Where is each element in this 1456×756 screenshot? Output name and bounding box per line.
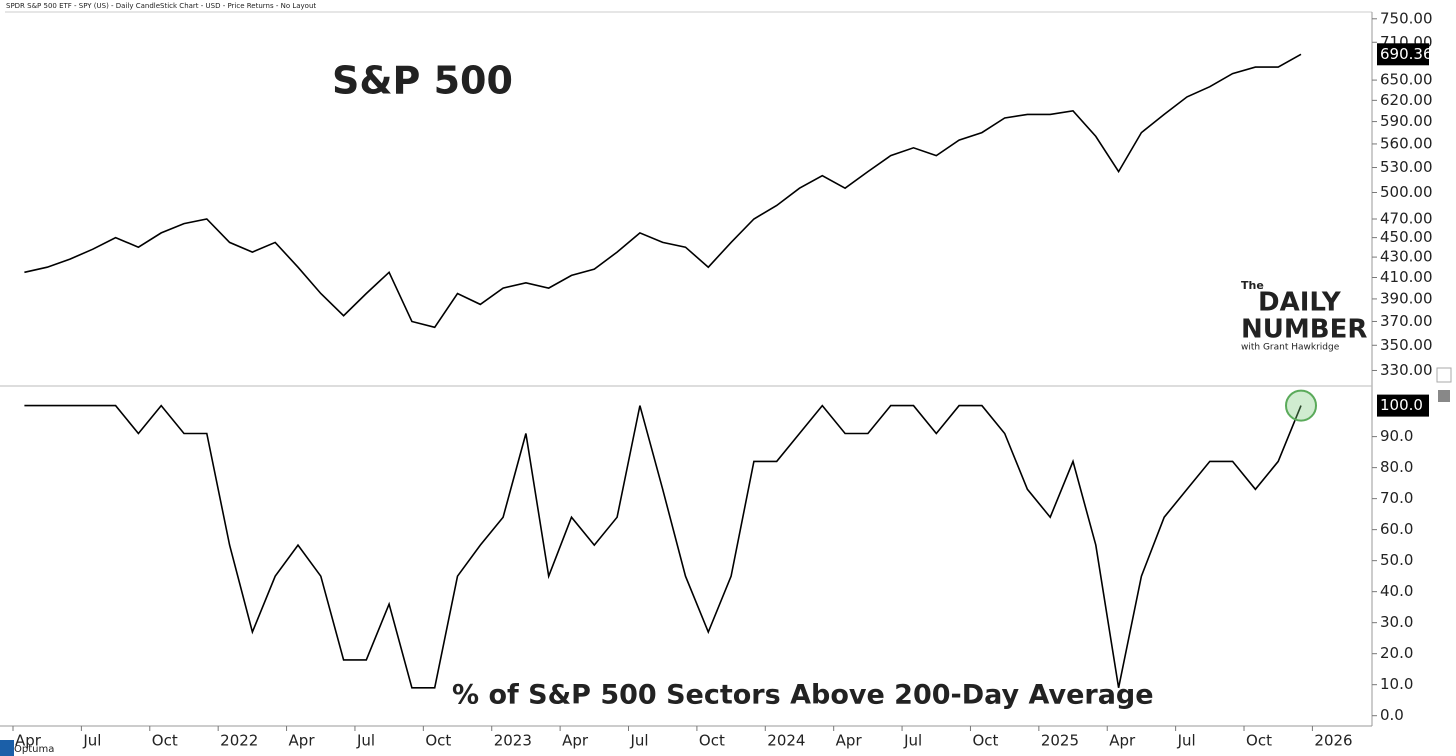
x-tick-label: 2024 (767, 732, 805, 750)
y-tick-label: 470.00 (1380, 209, 1433, 227)
y-tick-label: 50.0 (1380, 551, 1413, 569)
y-tick-label: 70.0 (1380, 489, 1413, 507)
y-tick-label: 330.00 (1380, 361, 1433, 379)
series-line (24, 404, 1302, 689)
highlight-circle (1285, 389, 1318, 422)
y-tick-label: 80.0 (1380, 458, 1413, 476)
x-tick-label: 2022 (220, 732, 258, 750)
series-line (24, 53, 1302, 329)
logo: The DAILY NUMBER with Grant Hawkridge (1241, 279, 1367, 353)
last-value-label: 100.0 (1380, 396, 1423, 414)
y-tick-label: 450.00 (1380, 228, 1433, 246)
header: SPDR S&P 500 ETF - SPY (US) - Daily Cand… (6, 2, 316, 10)
y-tick-label: 560.00 (1380, 134, 1433, 152)
y-tick-label: 390.00 (1380, 289, 1433, 307)
brand: Optuma (14, 744, 54, 755)
y-tick-label: 40.0 (1380, 582, 1413, 600)
y-tick-label: 350.00 (1380, 336, 1433, 354)
x-tick-label: Jul (630, 732, 649, 750)
x-tick-label: Jul (82, 732, 101, 750)
y-tick-label: 60.0 (1380, 520, 1413, 538)
x-tick-label: Apr (15, 732, 42, 750)
y-tick-label: 20.0 (1380, 644, 1413, 662)
x-tick-label: Jul (903, 732, 922, 750)
x-tick-label: Oct (425, 732, 451, 750)
y-tick-label: 650.00 (1380, 71, 1433, 89)
collapse-button[interactable] (1436, 367, 1452, 383)
x-tick-label: Jul (356, 732, 375, 750)
lock-icon[interactable] (1438, 390, 1450, 402)
y-tick-label: 30.0 (1380, 613, 1413, 631)
last-value-box (1377, 394, 1429, 417)
x-tick-label: 2026 (1314, 732, 1352, 750)
y-tick-label: 530.00 (1380, 158, 1433, 176)
y-tick-label: 500.00 (1380, 183, 1433, 201)
brand-icon (0, 740, 14, 756)
y-tick-label: 410.00 (1380, 268, 1433, 286)
y-tick-label: 590.00 (1380, 112, 1433, 130)
x-tick-label: Oct (152, 732, 178, 750)
chart-title: % of S&P 500 Sectors Above 200-Day Avera… (452, 680, 1154, 711)
x-tick-label: Jul (1177, 732, 1196, 750)
x-tick-label: Oct (1246, 732, 1272, 750)
x-tick-label: Apr (1109, 732, 1136, 750)
x-tick-label: Oct (972, 732, 998, 750)
y-tick-label: 750.00 (1380, 9, 1433, 27)
last-value-box (1377, 43, 1429, 66)
y-tick-label: 620.00 (1380, 91, 1433, 109)
logo-text: NUMBER (1241, 315, 1367, 345)
x-tick-label: 2023 (494, 732, 532, 750)
plot-area (24, 53, 1302, 689)
logo-text: DAILY (1258, 288, 1342, 318)
x-tick-label: Apr (289, 732, 316, 750)
y-tick-label: 0.0 (1380, 706, 1404, 724)
x-tick-label: Apr (562, 732, 589, 750)
x-tick-label: 2025 (1041, 732, 1079, 750)
logo-text: The (1241, 279, 1264, 292)
x-tick-label: Apr (836, 732, 863, 750)
x-tick-label: Oct (699, 732, 725, 750)
y-tick-label: 90.0 (1380, 427, 1413, 445)
chart-title: S&P 500 (332, 59, 513, 103)
y-tick-label: 430.00 (1380, 248, 1433, 266)
last-value-label: 690.36 (1380, 45, 1433, 63)
y-tick-label: 370.00 (1380, 312, 1433, 330)
logo-text: with Grant Hawkridge (1241, 343, 1340, 353)
y-tick-label: 10.0 (1380, 675, 1413, 693)
